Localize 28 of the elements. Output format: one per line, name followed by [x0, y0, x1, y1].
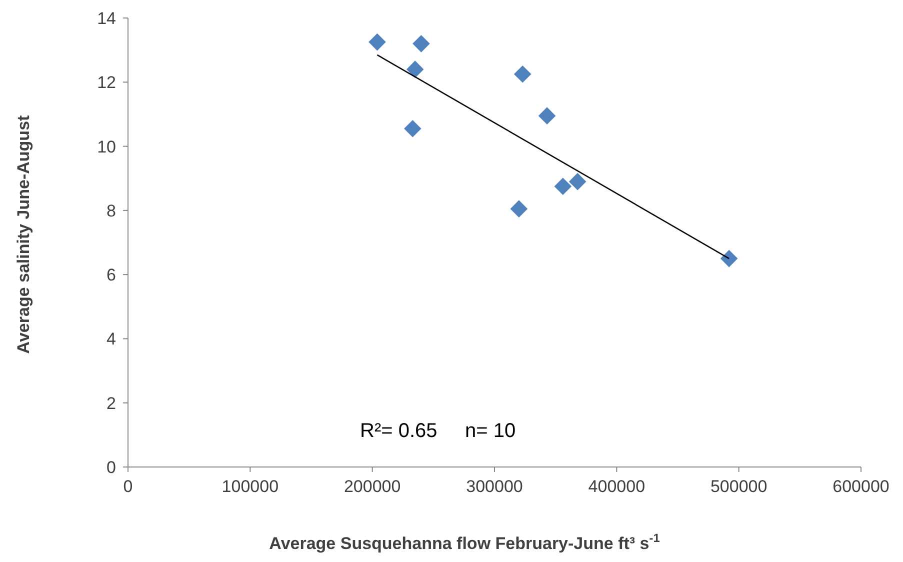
annotation: R²= 0.65 n= 10	[360, 420, 516, 442]
y-tick-label: 10	[97, 137, 116, 156]
x-tick-label: 600000	[832, 477, 890, 496]
x-tick-label: 500000	[710, 477, 768, 496]
point	[368, 33, 386, 51]
point	[720, 250, 738, 268]
y-tick-label: 12	[97, 73, 116, 92]
x-tick-label: 200000	[344, 477, 401, 496]
y-tick-label: 4	[106, 330, 116, 349]
y-tick-label: 0	[106, 458, 116, 477]
point	[412, 34, 430, 52]
x-axis-title: Average Susquehanna flow February-June ft³ s$^{-1}$	[269, 531, 660, 553]
y-tick-label: 2	[106, 394, 116, 413]
point	[538, 107, 556, 124]
y-tick-label: 8	[106, 201, 116, 220]
y-tick-label: 14	[97, 9, 116, 28]
point	[568, 172, 586, 190]
y-tick-label: 6	[106, 266, 116, 285]
point	[514, 65, 532, 83]
y-axis-title: Average salinity June-August	[14, 114, 33, 354]
x-tick-label: 300000	[466, 477, 523, 496]
x-tick-label: 100000	[222, 477, 279, 496]
point	[404, 120, 422, 138]
point	[510, 200, 528, 218]
point	[554, 178, 572, 196]
x-tick-label: 400000	[588, 477, 646, 496]
x-tick-label: 0	[123, 477, 133, 496]
point	[406, 60, 424, 78]
